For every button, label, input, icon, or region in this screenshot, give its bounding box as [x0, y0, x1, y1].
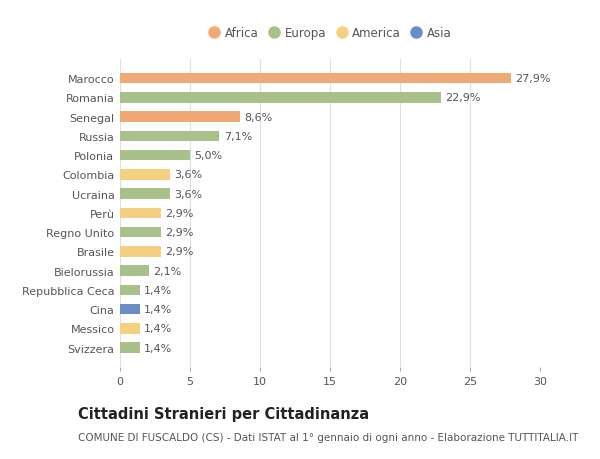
- Bar: [120, 131, 220, 142]
- Bar: [120, 170, 170, 180]
- Text: 8,6%: 8,6%: [245, 112, 273, 123]
- Text: 2,9%: 2,9%: [165, 247, 193, 257]
- Bar: [120, 227, 161, 238]
- Text: 1,4%: 1,4%: [144, 285, 172, 295]
- Bar: [120, 151, 190, 161]
- Text: Cittadini Stranieri per Cittadinanza: Cittadini Stranieri per Cittadinanza: [78, 406, 369, 421]
- Text: 3,6%: 3,6%: [175, 189, 203, 199]
- Bar: [120, 246, 161, 257]
- Bar: [120, 73, 511, 84]
- Text: 1,4%: 1,4%: [144, 304, 172, 314]
- Bar: [120, 343, 140, 353]
- Text: 7,1%: 7,1%: [224, 132, 252, 141]
- Text: 3,6%: 3,6%: [175, 170, 203, 180]
- Bar: [120, 324, 140, 334]
- Bar: [120, 208, 161, 219]
- Text: 2,1%: 2,1%: [154, 266, 182, 276]
- Text: 5,0%: 5,0%: [194, 151, 223, 161]
- Text: 2,9%: 2,9%: [165, 208, 193, 218]
- Text: 2,9%: 2,9%: [165, 228, 193, 238]
- Bar: [120, 304, 140, 315]
- Bar: [120, 189, 170, 200]
- Legend: Africa, Europa, America, Asia: Africa, Europa, America, Asia: [203, 22, 457, 45]
- Bar: [120, 93, 440, 103]
- Bar: [120, 112, 241, 123]
- Text: 22,9%: 22,9%: [445, 93, 481, 103]
- Text: 27,9%: 27,9%: [515, 74, 550, 84]
- Text: 1,4%: 1,4%: [144, 324, 172, 334]
- Text: COMUNE DI FUSCALDO (CS) - Dati ISTAT al 1° gennaio di ogni anno - Elaborazione T: COMUNE DI FUSCALDO (CS) - Dati ISTAT al …: [78, 432, 578, 442]
- Bar: [120, 266, 149, 276]
- Text: 1,4%: 1,4%: [144, 343, 172, 353]
- Bar: [120, 285, 140, 296]
